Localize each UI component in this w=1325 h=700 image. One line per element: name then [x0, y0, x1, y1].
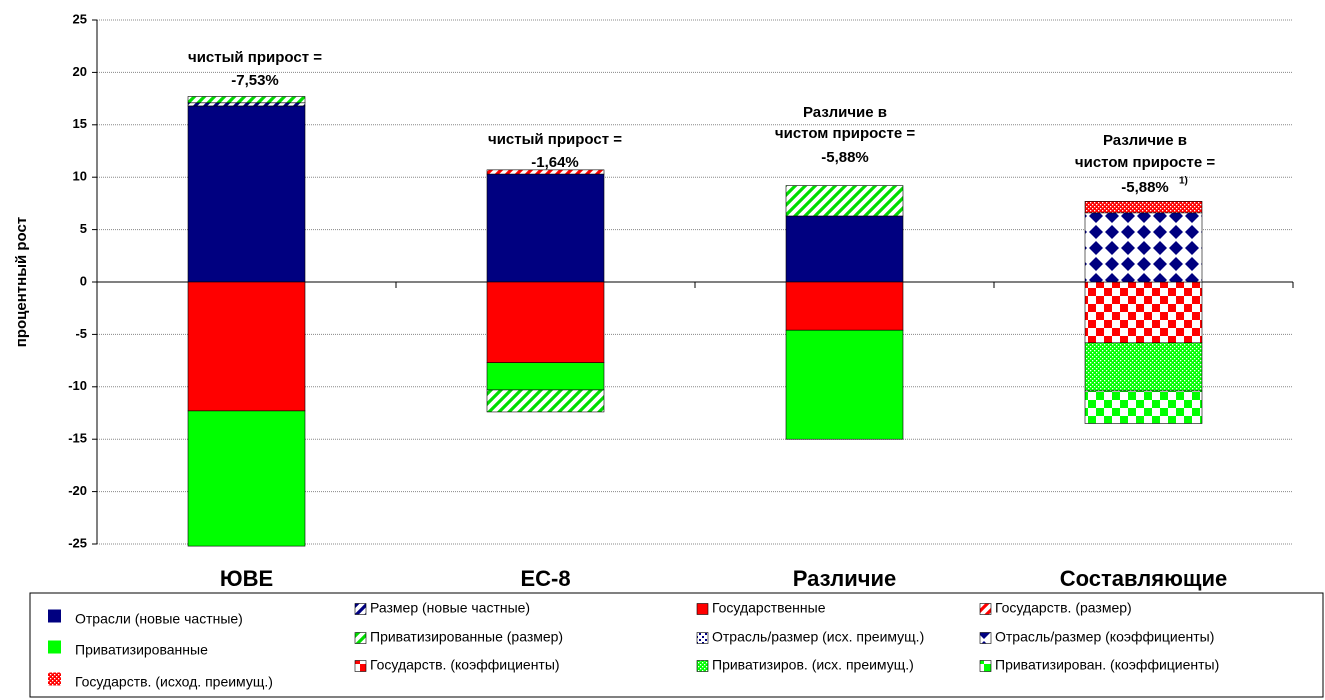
legend-label: Приватизированные (размер) [370, 629, 563, 645]
bar-segment [1084, 212, 1203, 283]
legend-swatch [979, 660, 992, 672]
y-tick-label: 5 [80, 221, 87, 236]
legend-swatch [696, 632, 709, 644]
legend-label: Отрасли (новые частные) [75, 611, 243, 627]
annotation: чистый прирост = [488, 131, 622, 148]
bar-segment [785, 185, 904, 217]
bar-segment [486, 389, 605, 413]
bar-segment [187, 105, 306, 283]
legend-swatch [696, 603, 709, 615]
bar-segment [785, 281, 904, 331]
annotation: чистом приросте = [775, 125, 915, 142]
legend-swatch [48, 672, 61, 686]
annotation: -1,64% [531, 154, 579, 171]
y-tick-label: 10 [73, 169, 87, 184]
y-tick-label: -20 [68, 483, 87, 498]
legend-label: Приватизирован. (коэффициенты) [995, 657, 1219, 673]
legend-swatch [354, 660, 367, 672]
category-label: Составляющие [1060, 566, 1227, 591]
bar-segment [1084, 201, 1203, 214]
bar-segment [187, 410, 306, 547]
category-label: ЕС-8 [520, 566, 570, 591]
bar-segment [785, 329, 904, 440]
y-axis-label: процентный рост [13, 217, 30, 347]
annotation-note: 1) [1179, 176, 1188, 187]
annotation: чистом приросте = [1075, 154, 1215, 171]
bar-segment [187, 281, 306, 412]
bar-segment [486, 281, 605, 363]
y-tick-label: -10 [68, 378, 87, 393]
legend-label: Государств. (исход. преимущ.) [75, 674, 273, 690]
y-tick-label: 20 [73, 64, 87, 79]
legend-swatch [354, 632, 367, 644]
legend-swatch [48, 609, 61, 623]
annotation: чистый прирост = [188, 49, 322, 66]
y-tick-label: -15 [68, 431, 87, 446]
annotation: -5,88% [1121, 179, 1169, 196]
category-label: ЮВЕ [220, 566, 273, 591]
legend-label: Государств. (размер) [995, 600, 1132, 616]
bar-segment [486, 173, 605, 283]
legend-label: Отрасль/размер (исх. преимущ.) [712, 629, 924, 645]
y-tick-label: -5 [75, 326, 87, 341]
annotation: Различие в [803, 104, 887, 121]
bar-segment [187, 96, 306, 104]
legend-swatch [979, 632, 992, 644]
legend-box [29, 592, 1324, 698]
bar-segment [187, 102, 306, 107]
bar-segment [1084, 342, 1203, 392]
bar-segment [486, 362, 605, 391]
legend-swatch [696, 660, 709, 672]
legend-label: Государственные [712, 600, 826, 616]
category-label: Различие [793, 566, 897, 591]
annotation: Различие в [1103, 132, 1187, 149]
annotation: -7,53% [231, 72, 279, 89]
legend-swatch [354, 603, 367, 615]
legend-swatch [979, 603, 992, 615]
legend-label: Приватизиров. (исх. преимущ.) [712, 657, 914, 673]
annotation: -5,88% [821, 149, 869, 166]
bar-segment [1084, 281, 1203, 344]
legend-swatch [48, 640, 61, 654]
y-tick-label: -25 [68, 535, 87, 550]
legend-label: Государств. (коэффициенты) [370, 657, 560, 673]
legend-label: Отрасль/размер (коэффициенты) [995, 629, 1214, 645]
bar-segment [1084, 390, 1203, 424]
legend-label: Размер (новые частные) [370, 600, 530, 616]
y-tick-label: 15 [73, 116, 87, 131]
y-tick-label: 25 [73, 11, 87, 26]
legend-label: Приватизированные [75, 642, 208, 658]
bar-segment [486, 169, 605, 175]
bar-segment [785, 215, 904, 283]
y-tick-label: 0 [80, 273, 87, 288]
